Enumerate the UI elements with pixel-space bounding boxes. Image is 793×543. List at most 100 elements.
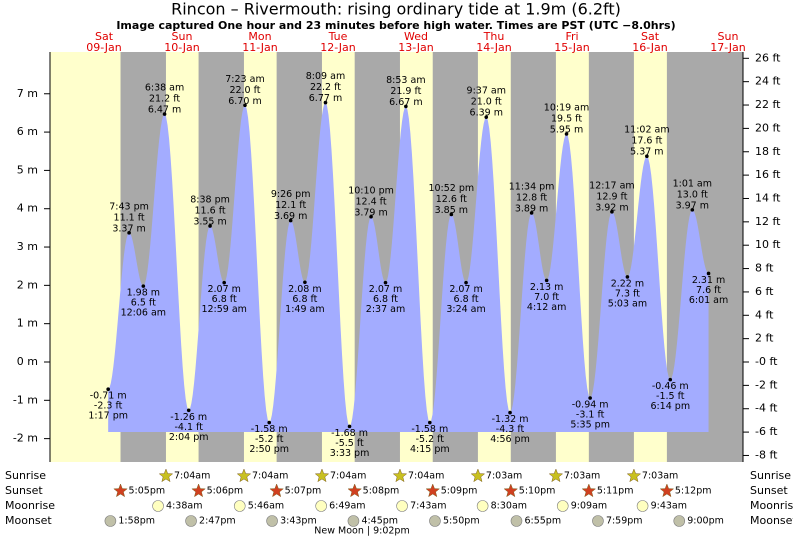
moonrise-icon [556,500,569,512]
day-date: 13-Jan [398,41,434,54]
sunset-icon [191,483,206,498]
day-weekday: Sat [641,30,660,43]
tide-label: 11:02 am [624,125,669,136]
moonrise-icon [233,500,246,512]
tide-label: 6.67 m [389,97,422,108]
event-time: 5:09pm [441,486,478,497]
tide-label: 6:38 am [145,83,184,94]
day-weekday: Thu [483,30,505,43]
tide-label: 2.07 m [369,284,402,295]
tide-point [544,278,549,283]
tide-label: 6.8 ft [212,294,237,305]
y-tick-label: 2 m [17,278,38,291]
event-time: 6:55pm [524,516,561,527]
tide-point [464,280,468,285]
event-time: 1:58pm [118,516,155,527]
moonrise-icon [152,500,164,512]
day-date: 14-Jan [476,41,512,54]
day-date: 12-Jan [320,41,356,54]
moonset-icon [347,515,360,527]
tide-label: 22.0 ft [229,85,260,96]
tide-label: 7.0 ft [534,292,559,303]
moonrise-icon [396,500,408,512]
event-time: 9:09am [571,501,607,512]
y2-tick-label: -4 ft [755,402,778,415]
sunset-icon [581,483,597,498]
y-tick-label: 3 m [17,240,38,253]
event-time: 5:05pm [129,486,166,497]
sunrise-icon [392,468,408,483]
row-label: Sunset [5,484,43,497]
tide-label: -4.1 ft [174,422,203,433]
sunrise-icon [158,468,174,483]
y2-tick-label: 14 ft [755,191,781,204]
tide-label: -1.58 m [411,424,448,435]
y-tick-label: 6 m [17,125,38,138]
tide-label: 2.07 m [207,284,240,295]
tide-label: 6.39 m [470,108,503,119]
sunset-icon [503,483,519,498]
y2-tick-label: -0 ft [755,355,778,368]
tide-label: 5:35 pm [570,420,610,431]
tide-label: -0.46 m [652,381,689,392]
tide-label: -0.71 m [90,391,127,402]
tide-label: 2.31 m [692,275,725,286]
tide-label: 3:24 am [446,304,485,315]
tide-point [625,275,630,279]
event-time: 5:50pm [443,516,480,527]
chart-title: Rincon – Rivermouth: rising ordinary tid… [171,0,621,19]
moonrise-icon [476,500,489,512]
sunrise-icon [470,468,486,483]
moonset-icon [429,515,441,527]
event-time: 7:43am [410,501,446,512]
row-label: Sunrise [750,469,791,482]
event-time: 5:07pm [285,486,322,497]
day-weekday: Wed [404,30,428,43]
tide-label: -1.68 m [331,428,368,439]
tide-point [449,212,454,217]
tide-label: 12.4 ft [356,196,387,207]
tide-label: 11.6 ft [195,205,226,216]
tide-label: 11:34 pm [509,181,555,192]
y2-tick-label: 8 ft [755,262,774,275]
tide-point [610,209,614,214]
tide-point [267,420,272,425]
tide-point [208,224,212,228]
tide-label: 6.47 m [148,105,181,116]
y2-tick-label: 4 ft [755,308,774,321]
event-time: 4:45pm [361,516,398,527]
y2-tick-label: 22 ft [755,98,781,111]
tide-label: 21.2 ft [149,94,180,105]
tide-point [127,231,131,235]
tide-label: 11.1 ft [114,212,145,223]
tide-area [108,102,709,432]
sunset-icon [659,483,675,498]
day-date: 16-Jan [632,41,668,54]
tide-label: 3.97 m [676,200,709,211]
row-label: Sunrise [5,469,46,482]
day-date: 17-Jan [710,41,746,54]
tide-label: 5:03 am [608,298,647,309]
tide-label: 4:56 pm [490,434,530,445]
tide-label: 2:37 am [366,304,405,315]
sunset-icon [113,483,128,498]
tide-point [564,132,569,136]
tide-label: -5.2 ft [416,434,445,445]
tide-point [162,112,167,116]
tide-label: 7:23 am [225,74,264,85]
tide-point [347,424,352,429]
row-label: Moonrise [5,499,55,512]
row-label: Moonrise [750,499,793,512]
event-time: 5:08pm [363,486,400,497]
event-time: 5:12pm [675,486,712,497]
event-time: 7:03am [642,471,678,482]
tide-label: -1.58 m [251,424,288,435]
tide-label: -4.3 ft [496,424,525,435]
tide-label: 9:37 am [467,86,506,97]
event-time: 4:38am [166,501,202,512]
sunrise-icon [314,468,330,483]
moonset-icon [592,515,604,527]
tide-label: 9:26 pm [271,189,311,200]
event-time: 5:46am [248,501,284,512]
